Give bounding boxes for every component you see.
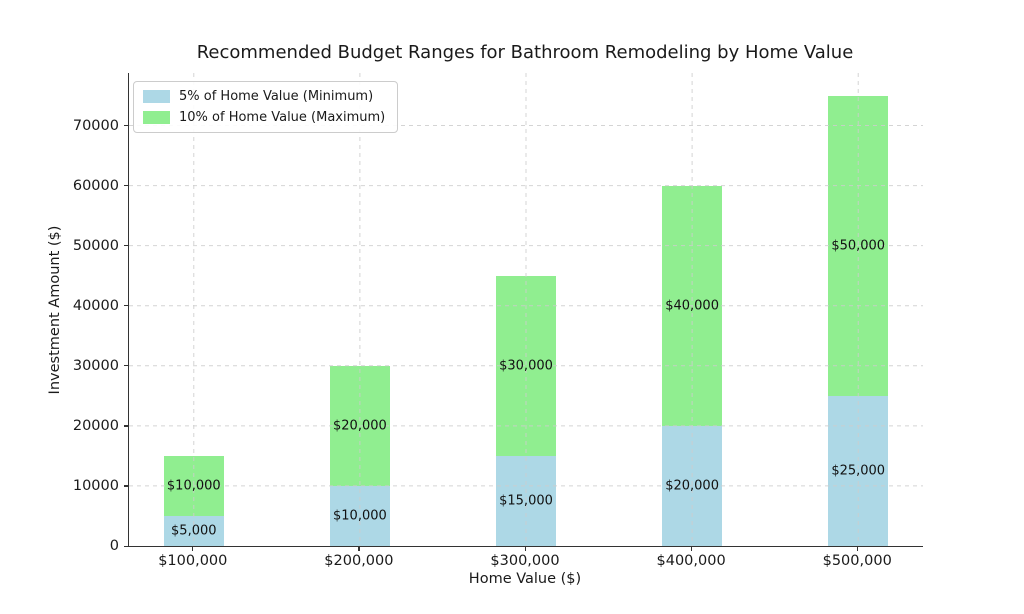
bar-value-label: $20,000 [333, 418, 387, 434]
bar-value-label: $20,000 [665, 478, 719, 494]
y-tick-label: 10000 [72, 477, 119, 494]
plot-area: $5,000 $10,000 $10,000 $20,000 $15,000 $30,00… [128, 73, 923, 547]
y-tick-label: 40000 [72, 297, 119, 314]
y-tick-mark [124, 485, 128, 487]
y-tick-label: 30000 [72, 357, 119, 374]
x-tick-label: $100,000 [158, 553, 228, 569]
x-tick-mark [690, 547, 692, 551]
bar-value-label: $30,000 [499, 358, 553, 374]
y-tick-label: 70000 [72, 117, 119, 134]
legend-item-minimum: 5% of Home Value (Minimum) [143, 89, 385, 104]
y-tick-mark [124, 545, 128, 547]
x-tick-mark [856, 547, 858, 551]
x-tick-label: $300,000 [490, 553, 560, 569]
y-tick-mark [124, 125, 128, 127]
x-tick-label: $200,000 [324, 553, 394, 569]
y-tick-mark [124, 245, 128, 247]
y-tick-label: 20000 [72, 417, 119, 434]
legend-swatch-max-icon [143, 111, 170, 124]
y-tick-label: 60000 [72, 177, 119, 194]
bar-value-label: $10,000 [166, 478, 221, 494]
x-tick-label: $500,000 [822, 553, 892, 569]
x-tick-mark [358, 547, 360, 551]
bar-value-label: $15,000 [499, 493, 553, 509]
legend: 5% of Home Value (Minimum) 10% of Home V… [133, 81, 399, 133]
x-tick-mark [192, 547, 194, 551]
y-tick-label: 50000 [72, 237, 119, 254]
bar-value-labels: $5,000 $10,000 $10,000 $20,000 $15,000 $30,00… [129, 73, 923, 546]
bar-value-label: $25,000 [831, 463, 886, 479]
x-tick-label: $400,000 [656, 553, 726, 569]
x-axis-label: Home Value ($) [468, 571, 582, 587]
bar-value-label: $10,000 [333, 508, 387, 524]
y-tick-mark [124, 425, 128, 427]
x-tick-mark [524, 547, 526, 551]
bar-value-label: $50,000 [831, 238, 886, 254]
bar-value-label: $5,000 [171, 523, 217, 539]
legend-swatch-min-icon [143, 90, 170, 103]
bar-value-label: $40,000 [665, 298, 719, 314]
y-tick-mark [124, 185, 128, 187]
y-tick-mark [124, 365, 128, 367]
legend-label-minimum: 5% of Home Value (Minimum) [179, 89, 374, 104]
legend-label-maximum: 10% of Home Value (Maximum) [179, 110, 386, 125]
chart-title: Recommended Budget Ranges for Bathroom R… [196, 42, 854, 63]
legend-item-maximum: 10% of Home Value (Maximum) [143, 110, 385, 125]
y-tick-label: 0 [109, 538, 119, 554]
y-tick-mark [124, 305, 128, 307]
